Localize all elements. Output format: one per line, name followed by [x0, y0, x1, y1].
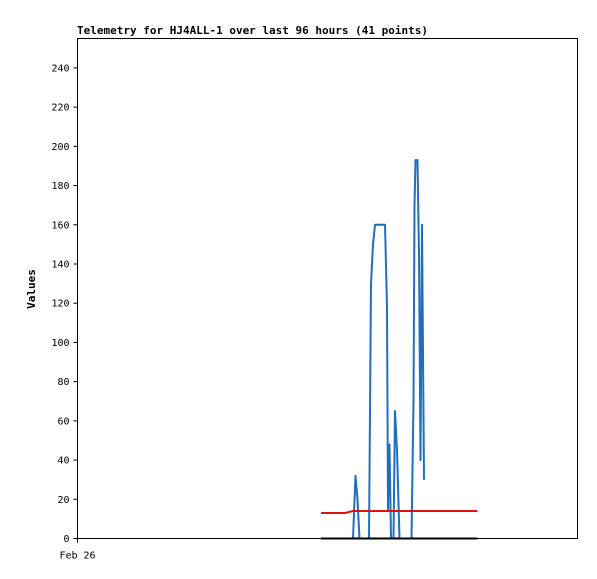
series-line-0	[352, 159, 425, 540]
plot-frame	[77, 38, 578, 539]
y-axis-label: Values	[25, 269, 38, 309]
y-tick-label: 220	[51, 103, 69, 114]
y-axis: 0 20 40 60 80 100 120 140 160 180 200 220 240	[51, 63, 78, 545]
y-tick-label: 60	[57, 416, 69, 427]
y-tick-label: 40	[57, 456, 69, 467]
y-tick-label: 120	[51, 299, 69, 310]
y-tick-label: 200	[51, 142, 69, 153]
y-tick-label: 0	[63, 534, 69, 545]
y-tick-label: 180	[51, 181, 69, 192]
y-tick-label: 20	[57, 495, 69, 506]
chart-title: Telemetry for HJ4ALL-1 over last 96 hour…	[77, 24, 428, 37]
x-tick-label: Feb 26	[59, 551, 95, 562]
series-line-1	[321, 510, 478, 514]
series-layer	[321, 159, 478, 540]
y-tick-label: 80	[57, 377, 69, 388]
y-tick-label: 240	[51, 63, 69, 74]
x-axis: Feb 26	[59, 538, 96, 562]
y-tick-label: 140	[51, 259, 69, 270]
y-tick-label: 100	[51, 338, 69, 349]
y-tick-label: 160	[51, 220, 69, 231]
